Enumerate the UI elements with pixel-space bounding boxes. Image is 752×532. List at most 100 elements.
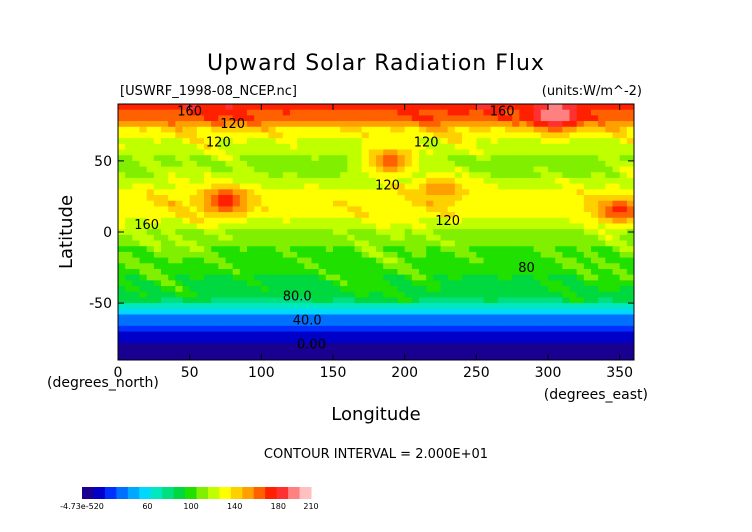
heatmap-cell xyxy=(218,223,227,230)
heatmap-cell xyxy=(540,274,549,281)
heatmap-cell xyxy=(533,172,542,179)
heatmap-cell xyxy=(189,155,198,162)
heatmap-cell xyxy=(397,342,406,350)
heatmap-cell xyxy=(626,104,634,111)
heatmap-cell xyxy=(390,246,399,253)
heatmap-cell xyxy=(340,200,348,207)
heatmap-cell xyxy=(404,331,413,338)
colorbar-swatch xyxy=(230,487,243,499)
heatmap-cell xyxy=(605,155,614,162)
heatmap-cell xyxy=(569,172,578,179)
heatmap-cell xyxy=(139,246,148,253)
heatmap-cell xyxy=(619,342,628,350)
heatmap-cell xyxy=(261,166,270,173)
heatmap-cell xyxy=(225,183,234,190)
heatmap-cell xyxy=(605,354,614,360)
heatmap-cell xyxy=(304,280,313,287)
heatmap-cell xyxy=(225,303,234,310)
heatmap-cell xyxy=(383,183,391,190)
heatmap-cell xyxy=(340,337,348,344)
heatmap-cell xyxy=(512,234,520,242)
heatmap-cell xyxy=(368,172,377,179)
heatmap-cell xyxy=(282,314,291,321)
heatmap-cell xyxy=(368,121,377,128)
heatmap-cell xyxy=(125,251,133,259)
heatmap-cell xyxy=(555,115,563,122)
heatmap-cell xyxy=(476,297,485,304)
heatmap-cell xyxy=(490,229,499,236)
heatmap-cell xyxy=(182,234,191,242)
heatmap-cell xyxy=(548,297,556,304)
heatmap-cell xyxy=(153,217,162,225)
heatmap-cell xyxy=(397,348,406,355)
heatmap-cell xyxy=(583,240,592,247)
heatmap-cell xyxy=(626,320,634,327)
heatmap-cell xyxy=(354,104,363,111)
heatmap-cell xyxy=(333,325,341,333)
heatmap-cell xyxy=(139,286,148,293)
heatmap-cell xyxy=(462,320,470,327)
heatmap-cell xyxy=(211,138,219,145)
heatmap-cell xyxy=(469,212,477,219)
heatmap-cell xyxy=(153,291,162,299)
heatmap-cell xyxy=(325,257,334,264)
heatmap-cell xyxy=(562,206,571,213)
heatmap-cell xyxy=(275,143,284,151)
heatmap-cell xyxy=(426,337,434,344)
heatmap-cell xyxy=(562,280,571,287)
heatmap-cell xyxy=(376,223,384,230)
heatmap-cell xyxy=(139,308,148,316)
heatmap-cell xyxy=(175,274,184,281)
heatmap-cell xyxy=(168,257,176,264)
heatmap-cell xyxy=(268,200,277,207)
heatmap-cell xyxy=(290,143,298,151)
heatmap-cell xyxy=(311,189,320,196)
heatmap-cell xyxy=(368,126,377,134)
heatmap-cell xyxy=(419,189,427,196)
heatmap-cell xyxy=(354,308,363,316)
heatmap-cell xyxy=(204,308,212,316)
heatmap-cell xyxy=(419,183,427,190)
heatmap-cell xyxy=(469,132,477,139)
heatmap-cell xyxy=(247,257,255,264)
heatmap-cell xyxy=(526,280,535,287)
heatmap-cell xyxy=(469,342,477,350)
heatmap-cell xyxy=(562,109,571,116)
heatmap-cell xyxy=(125,177,133,185)
heatmap-cell xyxy=(211,183,219,190)
heatmap-cell xyxy=(153,263,162,270)
heatmap-cell xyxy=(490,183,499,190)
heatmap-cell xyxy=(490,109,499,116)
heatmap-cell xyxy=(583,166,592,173)
heatmap-cell xyxy=(605,121,614,128)
heatmap-cell xyxy=(368,212,377,219)
heatmap-cell xyxy=(354,195,363,202)
heatmap-cell xyxy=(333,223,341,230)
heatmap-cell xyxy=(533,342,542,350)
heatmap-cell xyxy=(533,251,542,259)
heatmap-cell xyxy=(304,126,313,134)
heatmap-cell xyxy=(447,223,456,230)
heatmap-cell xyxy=(576,115,585,122)
heatmap-cell xyxy=(261,183,270,190)
heatmap-cell xyxy=(297,251,305,259)
heatmap-cell xyxy=(232,314,241,321)
heatmap-cell xyxy=(548,143,556,151)
heatmap-cell xyxy=(591,143,599,151)
heatmap-cell xyxy=(275,297,284,304)
heatmap-cell xyxy=(354,172,363,179)
heatmap-cell xyxy=(483,320,492,327)
heatmap-cell xyxy=(419,234,427,242)
heatmap-cell xyxy=(247,189,255,196)
heatmap-cell xyxy=(247,104,255,111)
heatmap-cell xyxy=(153,155,162,162)
heatmap-cell xyxy=(175,280,184,287)
heatmap-cell xyxy=(419,172,427,179)
heatmap-cell xyxy=(368,206,377,213)
heatmap-cell xyxy=(118,240,126,247)
heatmap-cell xyxy=(139,160,148,168)
heatmap-cell xyxy=(526,342,535,350)
heatmap-cell xyxy=(440,268,449,276)
heatmap-cell xyxy=(540,325,549,333)
heatmap-cell xyxy=(612,132,621,139)
